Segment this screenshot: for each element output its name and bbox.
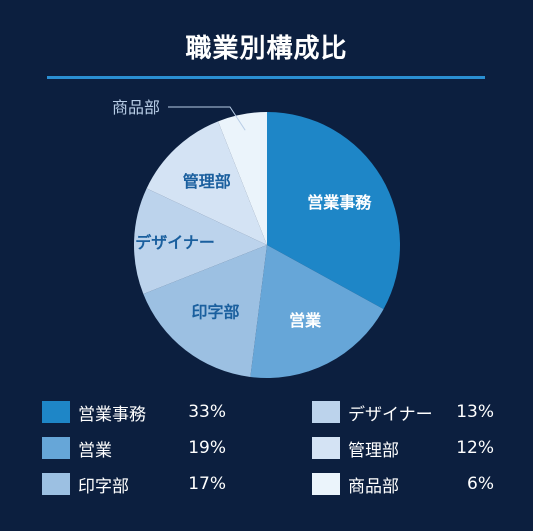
pie-slice-3 [134, 188, 267, 294]
legend-swatch-1 [42, 437, 70, 459]
legend-label-0: 営業事務 [78, 404, 146, 425]
legend-item-5: 商品部 6% [312, 472, 494, 497]
legend-label-1: 営業 [78, 440, 112, 461]
legend-percent-0: 33% [188, 402, 226, 422]
slice-leader-line-5 [168, 106, 246, 131]
legend-label-3: デザイナー [348, 404, 433, 425]
legend-item-0: 営業事務 33% [42, 400, 226, 425]
slice-label-2: 印字部 [192, 302, 240, 321]
pie-slice-1 [250, 245, 384, 378]
legend-percent-4: 12% [456, 438, 494, 458]
legend-swatch-3 [312, 401, 340, 423]
legend-swatch-0 [42, 401, 70, 423]
chart-title: 職業別構成比 [185, 34, 348, 64]
slice-label-1: 営業 [289, 311, 322, 330]
pie-slice-4 [146, 121, 267, 245]
legend-label-5: 商品部 [348, 476, 399, 497]
title-underline [47, 76, 485, 79]
legend-label-2: 印字部 [78, 476, 129, 497]
slice-label-4: 管理部 [183, 172, 231, 191]
legend-swatch-5 [312, 473, 340, 495]
legend-item-3: デザイナー 13% [312, 400, 494, 425]
legend-label-4: 管理部 [348, 440, 399, 461]
slice-label-0: 営業事務 [307, 193, 372, 212]
legend-swatch-4 [312, 437, 340, 459]
legend-percent-3: 13% [456, 402, 494, 422]
legend-percent-5: 6% [467, 474, 494, 494]
legend-item-1: 営業 19% [42, 436, 226, 461]
pie-slice-2 [143, 245, 267, 377]
slice-label-5: 商品部 [112, 98, 160, 117]
legend-percent-2: 17% [188, 474, 226, 494]
slice-label-3: デザイナー [135, 233, 215, 252]
pie-slice-5 [218, 112, 267, 245]
legend-percent-1: 19% [188, 438, 226, 458]
legend-item-2: 印字部 17% [42, 472, 226, 497]
pie-slice-0 [267, 112, 401, 310]
legend-swatch-2 [42, 473, 70, 495]
legend-item-4: 管理部 12% [312, 436, 494, 461]
